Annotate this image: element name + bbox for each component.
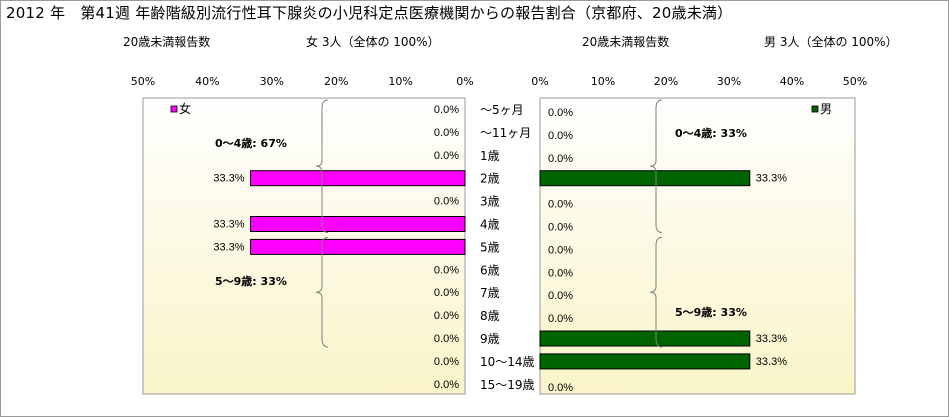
left-tick-label: 0%	[456, 75, 473, 88]
legend-swatch-female	[170, 105, 178, 113]
right-total-label: 男 3人（全体の 100%）	[764, 35, 898, 49]
left-tick-label: 30%	[260, 75, 284, 88]
age-category-label: 8歳	[480, 309, 500, 323]
left-value-label: 0.0%	[434, 196, 459, 208]
left-value-label: 0.0%	[434, 356, 459, 368]
left-bar	[250, 170, 466, 187]
left-group-bracket	[315, 236, 329, 348]
left-value-label: 0.0%	[434, 333, 459, 345]
left-bar	[250, 238, 466, 255]
left-group-label: 5～9歳: 33%	[215, 274, 287, 288]
age-category-label: 4歳	[480, 218, 500, 232]
left-value-label: 33.3%	[213, 173, 244, 185]
left-value-label: 0.0%	[434, 104, 459, 116]
left-group-bracket	[315, 99, 329, 233]
right-value-label: 0.0%	[548, 290, 573, 302]
age-category-label: 10～14歳	[480, 355, 535, 369]
legend-label-male: 男	[820, 102, 832, 116]
age-category-label: 5歳	[480, 240, 500, 254]
age-category-label: 3歳	[480, 195, 500, 209]
left-value-label: 0.0%	[434, 127, 459, 139]
left-total-label: 女 3人（全体の 100%）	[306, 35, 440, 49]
right-tick-label: 40%	[780, 75, 804, 88]
age-category-label: ～5ヶ月	[480, 103, 524, 117]
left-tick-label: 40%	[195, 75, 219, 88]
left-count-label: 20歳未満報告数	[123, 35, 211, 49]
legend-label-female: 女	[179, 101, 191, 116]
left-value-label: 0.0%	[434, 287, 459, 299]
right-group-label: 5～9歳: 33%	[675, 305, 747, 319]
right-bar	[539, 330, 751, 347]
right-value-label: 33.3%	[756, 333, 787, 345]
left-value-label: 33.3%	[213, 241, 244, 253]
age-category-label: ～11ヶ月	[480, 126, 531, 140]
right-value-label: 0.0%	[548, 107, 573, 119]
right-tick-label: 10%	[591, 75, 615, 88]
left-value-label: 33.3%	[213, 219, 244, 231]
left-tick-label: 10%	[388, 75, 412, 88]
chart-title: 2012 年 第41週 年齢階級別流行性耳下腺炎の小児科定点医療機関からの報告割…	[6, 4, 733, 22]
left-tick-label: 50%	[131, 75, 155, 88]
age-category-label: 6歳	[480, 263, 500, 277]
right-count-label: 20歳未満報告数	[582, 35, 670, 49]
right-bar	[539, 353, 751, 370]
age-category-label: 15～19歳	[480, 378, 535, 392]
right-tick-label: 0%	[531, 75, 548, 88]
right-group-bracket	[649, 236, 663, 348]
left-bar	[250, 216, 466, 232]
right-tick-label: 20%	[654, 75, 678, 88]
left-value-label: 0.0%	[434, 150, 459, 162]
right-value-label: 0.0%	[548, 130, 573, 142]
right-value-label: 33.3%	[756, 173, 787, 185]
left-value-label: 0.0%	[434, 310, 459, 322]
right-value-label: 0.0%	[548, 313, 573, 325]
right-value-label: 0.0%	[548, 382, 573, 394]
right-value-label: 33.3%	[756, 356, 787, 368]
age-category-label: 9歳	[480, 332, 500, 346]
left-group-label: 0～4歳: 67%	[215, 136, 287, 150]
age-category-label: 1歳	[480, 149, 500, 163]
right-group-bracket	[649, 99, 663, 233]
left-tick-label: 20%	[324, 75, 348, 88]
right-value-label: 0.0%	[548, 153, 573, 165]
legend-swatch-male	[811, 105, 819, 113]
right-value-label: 0.0%	[548, 222, 573, 234]
right-value-label: 0.0%	[548, 267, 573, 279]
left-value-label: 0.0%	[434, 379, 459, 391]
left-value-label: 0.0%	[434, 264, 459, 276]
right-tick-label: 50%	[843, 75, 867, 88]
right-tick-label: 30%	[717, 75, 741, 88]
right-plot-area	[539, 97, 856, 395]
age-category-label: 7歳	[480, 286, 500, 300]
right-value-label: 0.0%	[548, 199, 573, 211]
right-bar	[539, 170, 751, 187]
age-category-label: 2歳	[480, 172, 500, 186]
right-group-label: 0～4歳: 33%	[675, 126, 747, 140]
right-value-label: 0.0%	[548, 244, 573, 256]
